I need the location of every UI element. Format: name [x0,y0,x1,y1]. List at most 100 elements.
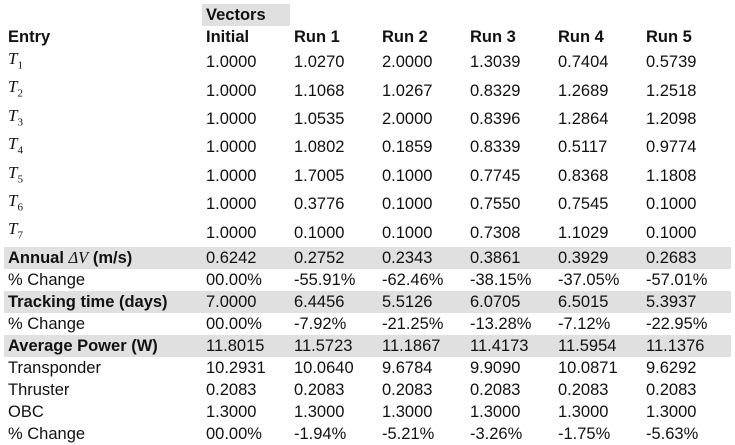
percent-change-label: % Change [8,424,86,443]
table-cell: 1.3039 [470,53,521,72]
table-cell: -5.21% [382,424,435,443]
table-cell: 1.0802 [294,138,345,157]
table-cell: 0.2083 [646,380,697,399]
table-cell: 0.2683 [642,246,731,269]
table-cell: 0.1859 [382,138,433,157]
table-cell: 6.0705 [466,290,554,313]
vector-entry-label: T1 [4,48,202,76]
power-component-row: Transponder 10.2931 10.0640 9.6784 9.9090 10.… [4,357,731,379]
label-part: Annual [8,248,69,267]
vector-symbol: T [8,105,18,125]
table-cell: 1.0000 [206,223,257,242]
table-cell: 1.3000 [294,402,345,421]
table-cell: 1.0267 [382,81,433,100]
table-cell: 0.2083 [470,380,521,399]
table-cell: 0.8396 [470,109,521,128]
table-cell: 11.4173 [466,334,554,357]
vector-subscript: 5 [17,172,23,185]
table-cell: 0.1000 [646,195,697,214]
table-cell: 0.1000 [382,223,433,242]
vector-entry-label: T2 [4,76,202,104]
table-cell: 1.1068 [294,81,345,100]
table-cell: 0.7308 [470,223,521,242]
column-header-run-4: Run 4 [554,26,642,48]
table-row: T1 1.0000 1.0270 2.0000 1.3039 0.7404 0.5739 [4,48,731,76]
annual-dv-label: Annual ΔV (m/s) [4,246,202,269]
header-row: Entry Initial Run 1 Run 2 Run 3 Run 4 Ru… [4,26,731,48]
table-cell: 0.1000 [382,195,433,214]
table-cell: 1.0000 [206,81,257,100]
table-cell: 1.0000 [206,166,257,185]
table-cell: -13.28% [470,314,532,333]
annual-dv-change-row: % Change 00.00% -55.91% -62.46% -38.15% -37.0… [4,269,731,291]
vector-subscript: 6 [17,201,23,214]
vector-symbol: T [8,134,18,154]
table-cell: 0.5739 [646,53,697,72]
table-cell: 9.6292 [646,358,697,377]
table-cell: 9.6784 [382,358,433,377]
table-cell: -1.75% [558,424,611,443]
table-cell: 1.3000 [558,402,609,421]
table-cell: 2.0000 [382,53,433,72]
table-cell: 1.0270 [294,53,345,72]
table-cell: 1.2864 [558,109,609,128]
power-component-label: Transponder [8,358,101,377]
table-cell: -1.94% [294,424,347,443]
table-cell: -7.12% [558,314,611,333]
table-cell: 6.5015 [554,290,642,313]
table-cell: 1.1029 [558,223,609,242]
table-cell: -38.15% [470,270,532,289]
table-cell: 0.2083 [206,380,257,399]
table-cell: 1.1808 [646,166,697,185]
table-cell: 9.9090 [470,358,521,377]
column-header-run-3: Run 3 [466,26,554,48]
vector-entry-label: T6 [4,190,202,218]
table-cell: 1.0000 [206,138,257,157]
table-row: T3 1.0000 1.0535 2.0000 0.8396 1.2864 1.2098 [4,105,731,133]
table-cell: 6.4456 [290,290,378,313]
power-component-row: Thruster 0.2083 0.2083 0.2083 0.2083 0.2083 0.… [4,379,731,401]
table-cell: 0.1000 [294,223,345,242]
vector-subscript: 7 [17,229,23,242]
tracking-time-row: Tracking time (days) 7.0000 6.4456 5.5126 6.… [4,290,731,313]
percent-change-label: % Change [8,270,86,289]
table-cell: 00.00% [206,270,262,289]
table-body: T1 1.0000 1.0270 2.0000 1.3039 0.7404 0.5739 T2… [4,48,731,445]
vector-subscript: 4 [17,144,23,157]
table-cell: 1.0000 [206,109,257,128]
table-cell: 0.2752 [290,246,378,269]
table-cell: 0.3861 [466,246,554,269]
vector-symbol: T [8,190,18,210]
table-cell: -62.46% [382,270,444,289]
table-cell: 00.00% [206,424,262,443]
table-cell: -55.91% [294,270,356,289]
vector-symbol: T [8,49,18,68]
power-component-label: Thruster [8,380,70,399]
delta-v-symbol: ΔV [68,247,89,267]
table-cell: -3.26% [470,424,523,443]
vector-subscript: 2 [17,87,23,100]
table-cell: 0.7545 [558,195,609,214]
table-cell: 7.0000 [202,290,290,313]
table-cell: 0.2083 [382,380,433,399]
table-cell: 0.7404 [558,53,609,72]
table-cell: 0.2343 [378,246,466,269]
column-header-entry: Entry [4,26,202,48]
table-cell: 00.00% [206,314,262,333]
table-cell: 0.7745 [470,166,521,185]
tracking-time-change-row: % Change 00.00% -7.92% -21.25% -13.28% -7.12%… [4,313,731,335]
table-cell: 1.0000 [206,53,257,72]
table-row: T7 1.0000 0.1000 0.1000 0.7308 1.1029 0.1000 [4,218,731,246]
table-cell: 11.1867 [378,334,466,357]
tracking-time-label: Tracking time (days) [4,290,202,313]
table-cell: -22.95% [646,314,708,333]
vector-subscript: 3 [17,116,23,129]
power-component-row: OBC 1.3000 1.3000 1.3000 1.3000 1.3000 1.3000 [4,401,731,423]
percent-change-label: % Change [8,314,86,333]
table-cell: 0.9774 [646,138,697,157]
table-cell: 0.2083 [558,380,609,399]
header-row-group: Vectors [4,4,731,26]
table-cell: 1.7005 [294,166,345,185]
results-table-container: Vectors Entry Initial Run 1 Run 2 Run 3 … [4,4,731,445]
table-cell: 0.6242 [202,246,290,269]
